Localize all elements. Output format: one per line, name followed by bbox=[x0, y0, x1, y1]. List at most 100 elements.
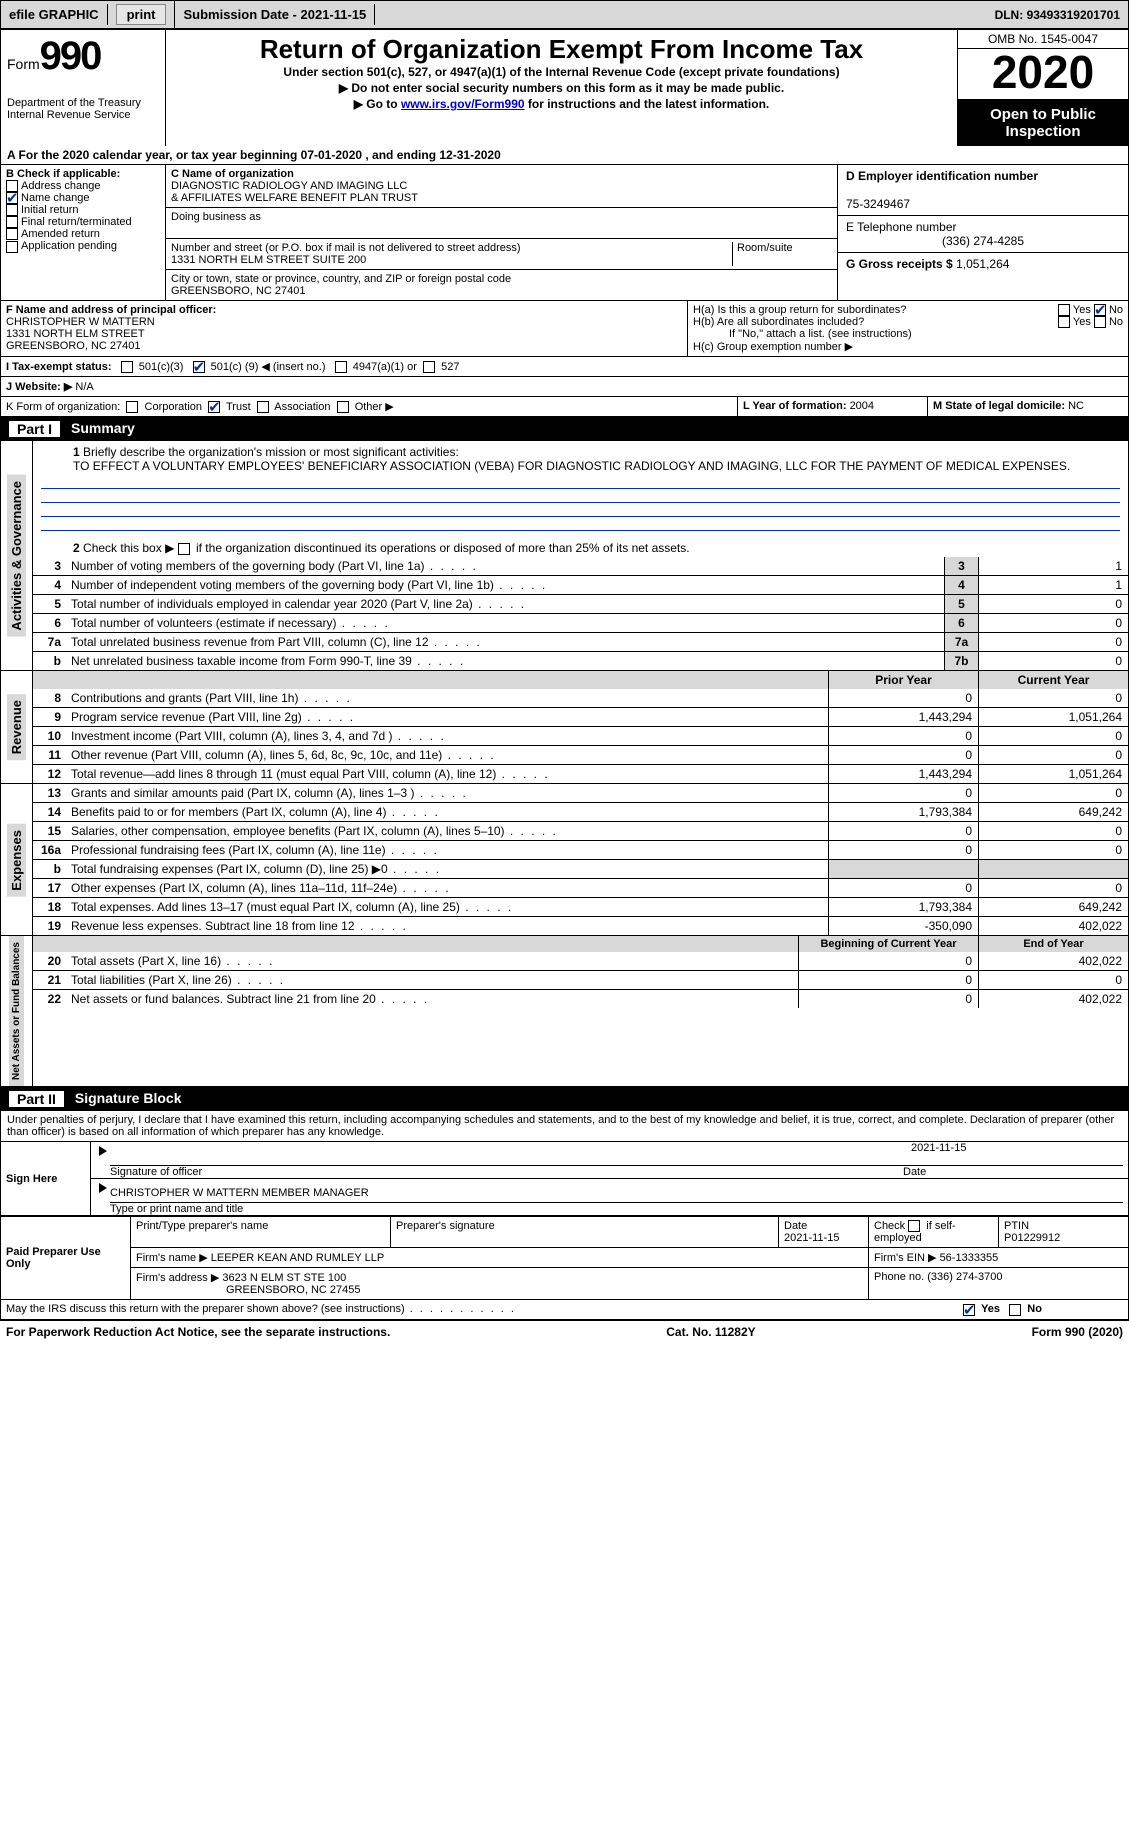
chk-discuss-yes[interactable] bbox=[963, 1304, 975, 1316]
chk-amended[interactable] bbox=[6, 228, 18, 240]
firm-ein: 56-1333355 bbox=[940, 1252, 999, 1264]
chk-discuss-no[interactable] bbox=[1009, 1304, 1021, 1316]
chk-527[interactable] bbox=[423, 361, 435, 373]
line-1: 1 Briefly describe the organization's mi… bbox=[33, 441, 1128, 475]
line-a: A For the 2020 calendar year, or tax yea… bbox=[0, 146, 1129, 165]
dept-treasury: Department of the Treasury bbox=[7, 97, 159, 109]
chk-name-change[interactable] bbox=[6, 192, 18, 204]
chk-4947[interactable] bbox=[335, 361, 347, 373]
ptin: P01229912 bbox=[1004, 1232, 1060, 1244]
table-row: 8Contributions and grants (Part VIII, li… bbox=[33, 689, 1128, 707]
rule-line bbox=[41, 475, 1120, 489]
col-boy: Beginning of Current Year bbox=[798, 936, 978, 952]
efile-label: efile GRAPHIC bbox=[1, 4, 108, 25]
irs-label: Internal Revenue Service bbox=[7, 109, 159, 121]
chk-501c[interactable] bbox=[193, 361, 205, 373]
print-button-cell: print bbox=[108, 1, 176, 28]
line-l: L Year of formation: 2004 bbox=[738, 397, 928, 416]
chk-501c3[interactable] bbox=[121, 361, 133, 373]
table-row: 12Total revenue—add lines 8 through 11 (… bbox=[33, 764, 1128, 783]
table-row: 20Total assets (Part X, line 16)0402,022 bbox=[33, 952, 1128, 970]
chk-application[interactable] bbox=[6, 241, 18, 253]
paid-preparer-table: Paid Preparer Use Only Print/Type prepar… bbox=[0, 1216, 1129, 1300]
table-row: 4Number of independent voting members of… bbox=[33, 575, 1128, 594]
cat-no: Cat. No. 11282Y bbox=[666, 1325, 755, 1339]
col-prior: Prior Year bbox=[828, 671, 978, 689]
form-title: Return of Organization Exempt From Incom… bbox=[174, 34, 949, 65]
line-2: 2 Check this box ▶ if the organization d… bbox=[33, 537, 1128, 557]
col-current: Current Year bbox=[978, 671, 1128, 689]
irs-link[interactable]: www.irs.gov/Form990 bbox=[401, 97, 525, 111]
chk-assoc[interactable] bbox=[257, 401, 269, 413]
table-row: 13Grants and similar amounts paid (Part … bbox=[33, 784, 1128, 802]
rule-line bbox=[41, 517, 1120, 531]
rule-line bbox=[41, 489, 1120, 503]
officer-name: CHRISTOPHER W MATTERN bbox=[6, 316, 155, 328]
line-j: J Website: ▶ N/A bbox=[1, 377, 1128, 396]
chk-corp[interactable] bbox=[126, 401, 138, 413]
arrow-icon bbox=[96, 1142, 110, 1178]
chk-ha-no[interactable] bbox=[1094, 304, 1106, 316]
chk-discontinued[interactable] bbox=[178, 543, 190, 555]
box-b: B Check if applicable: Address change Na… bbox=[1, 165, 166, 300]
arrow-icon bbox=[96, 1179, 110, 1215]
goto-note: ▶ Go to www.irs.gov/Form990 for instruct… bbox=[174, 97, 949, 111]
chk-final[interactable] bbox=[6, 216, 18, 228]
chk-initial[interactable] bbox=[6, 204, 18, 216]
table-row: 15Salaries, other compensation, employee… bbox=[33, 821, 1128, 840]
mission-text: TO EFFECT A VOLUNTARY EMPLOYEES' BENEFIC… bbox=[73, 459, 1070, 473]
year-box: OMB No. 1545-0047 2020 Open to PublicIns… bbox=[958, 30, 1128, 146]
rule-line bbox=[41, 503, 1120, 517]
col-eoy: End of Year bbox=[978, 936, 1128, 952]
print-button[interactable]: print bbox=[116, 4, 167, 25]
table-row: 21Total liabilities (Part X, line 26)00 bbox=[33, 970, 1128, 989]
firm-name: LEEPER KEAN AND RUMLEY LLP bbox=[211, 1252, 384, 1264]
line-m: M State of legal domicile: NC bbox=[928, 397, 1128, 416]
submission-date: Submission Date - 2021-11-15 bbox=[175, 4, 375, 25]
form-footer: Form 990 (2020) bbox=[1032, 1325, 1123, 1339]
sign-here-label: Sign Here bbox=[1, 1142, 91, 1216]
form-subtitle: Under section 501(c), 527, or 4947(a)(1)… bbox=[174, 65, 949, 79]
table-row: 9Program service revenue (Part VIII, lin… bbox=[33, 707, 1128, 726]
box-f: F Name and address of principal officer:… bbox=[1, 301, 688, 356]
chk-trust[interactable] bbox=[208, 401, 220, 413]
chk-other[interactable] bbox=[337, 401, 349, 413]
sidebar-activities: Activities & Governance bbox=[1, 441, 33, 670]
table-row: 19Revenue less expenses. Subtract line 1… bbox=[33, 916, 1128, 935]
discuss-question: May the IRS discuss this return with the… bbox=[1, 1300, 958, 1318]
table-row: 6Total number of volunteers (estimate if… bbox=[33, 613, 1128, 632]
table-row: 17Other expenses (Part IX, column (A), l… bbox=[33, 878, 1128, 897]
ein: 75-3249467 bbox=[846, 197, 910, 211]
org-name-2: & AFFILIATES WELFARE BENEFIT PLAN TRUST bbox=[171, 192, 418, 204]
chk-ha-yes[interactable] bbox=[1058, 304, 1070, 316]
chk-hb-no[interactable] bbox=[1094, 316, 1106, 328]
table-row: 7aTotal unrelated business revenue from … bbox=[33, 632, 1128, 651]
firm-phone: (336) 274-3700 bbox=[927, 1271, 1002, 1283]
dln: DLN: 93493319201701 bbox=[987, 5, 1128, 25]
org-name-1: DIAGNOSTIC RADIOLOGY AND IMAGING LLC bbox=[171, 180, 407, 192]
chk-self-emp[interactable] bbox=[908, 1220, 920, 1232]
form-id-box: Form990 Department of the Treasury Inter… bbox=[1, 30, 166, 146]
jurat: Under penalties of perjury, I declare th… bbox=[0, 1111, 1129, 1141]
table-row: 16aProfessional fundraising fees (Part I… bbox=[33, 840, 1128, 859]
street: 1331 NORTH ELM STREET SUITE 200 bbox=[171, 254, 366, 266]
box-d: D Employer identification number75-32494… bbox=[838, 165, 1128, 300]
sidebar-revenue: Revenue bbox=[1, 671, 33, 783]
table-row: 22Net assets or fund balances. Subtract … bbox=[33, 989, 1128, 1008]
officer-sig-name: CHRISTOPHER W MATTERN MEMBER MANAGER bbox=[110, 1187, 369, 1199]
discuss-answer: Yes No bbox=[958, 1300, 1128, 1318]
sign-here-table: Sign Here Signature of officer 2021-11-1… bbox=[0, 1141, 1129, 1216]
paid-preparer-label: Paid Preparer Use Only bbox=[1, 1217, 131, 1300]
part-2-bar: Part II Signature Block bbox=[0, 1087, 1129, 1111]
sidebar-expenses: Expenses bbox=[1, 784, 33, 935]
table-row: bNet unrelated business taxable income f… bbox=[33, 651, 1128, 670]
table-row: 18Total expenses. Add lines 13–17 (must … bbox=[33, 897, 1128, 916]
line-i: I Tax-exempt status: 501(c)(3) 501(c) (9… bbox=[1, 357, 1128, 376]
gross-receipts: 1,051,264 bbox=[956, 257, 1009, 271]
chk-hb-yes[interactable] bbox=[1058, 316, 1070, 328]
box-h: H(a) Is this a group return for subordin… bbox=[688, 301, 1128, 356]
sidebar-net-assets: Net Assets or Fund Balances bbox=[1, 936, 33, 1086]
phone: (336) 274-4285 bbox=[846, 234, 1120, 248]
page-footer: For Paperwork Reduction Act Notice, see … bbox=[0, 1320, 1129, 1343]
table-row: 10Investment income (Part VIII, column (… bbox=[33, 726, 1128, 745]
